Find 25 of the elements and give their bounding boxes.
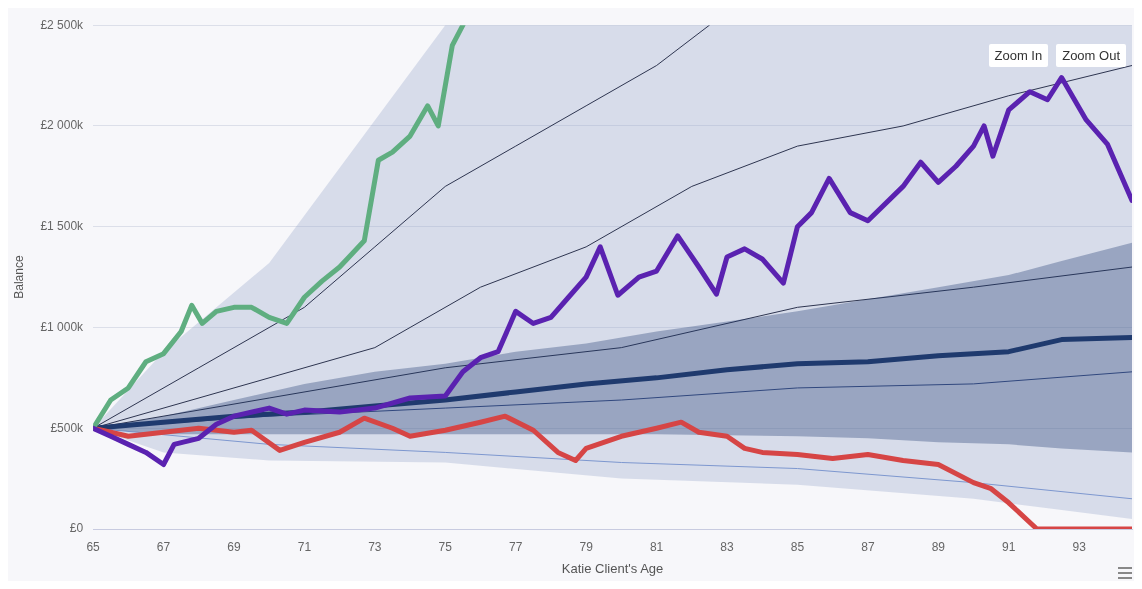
x-tick-label: 91 [1002, 539, 1016, 554]
y-tick-label: £1 500k [40, 219, 85, 234]
x-tick-label: 81 [649, 539, 664, 554]
x-tick-label: 93 [1072, 539, 1087, 554]
x-axis-title: Katie Client's Age [561, 560, 664, 576]
x-tick-label: 87 [861, 539, 875, 554]
x-tick-label: 89 [931, 539, 946, 554]
y-tick-label: £2 500k [40, 17, 85, 32]
x-tick-label: 83 [720, 539, 734, 554]
y-tick-label: £2 000k [40, 118, 85, 133]
annotation: Zoom In [988, 44, 1049, 67]
x-tick-label: 85 [790, 539, 805, 554]
x-tick-label: 73 [368, 539, 382, 554]
y-tick-label: £500k [50, 420, 85, 435]
x-tick-label: 71 [297, 539, 312, 554]
y-tick-label: £1 000k [40, 319, 85, 334]
y-tick-label: £0 [69, 521, 84, 536]
x-tick-label: 65 [86, 539, 101, 554]
x-tick-label: 69 [227, 539, 241, 554]
x-tick-label: 75 [438, 539, 453, 554]
x-tick-label: 79 [579, 539, 594, 554]
x-tick-label: 67 [156, 539, 171, 554]
annotation: Zoom Out [1056, 44, 1126, 67]
x-tick-label: 77 [509, 539, 523, 554]
y-axis-title: Balance [11, 255, 26, 299]
